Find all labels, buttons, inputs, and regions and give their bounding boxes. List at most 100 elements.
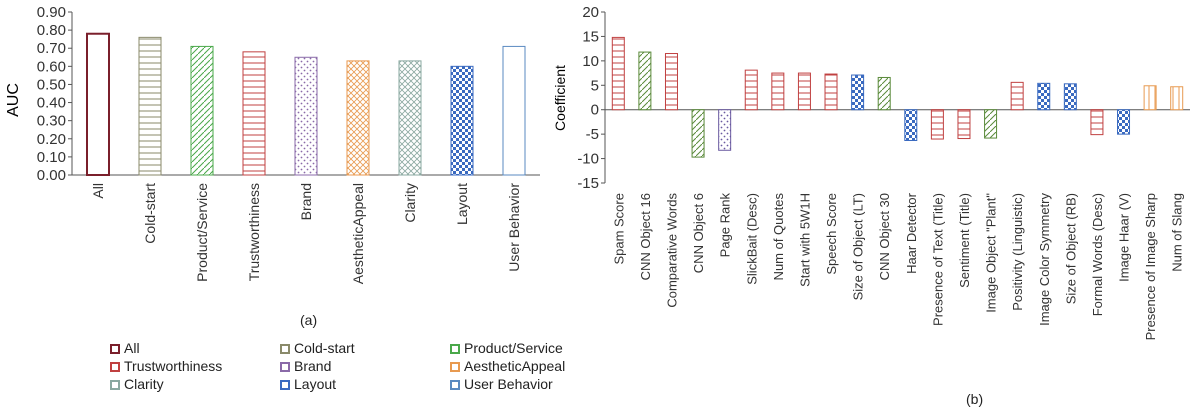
- chart-a-ytick-label: 0.10: [37, 149, 66, 166]
- chart-b-category-label: Page Rank: [718, 193, 733, 258]
- legend-label: AestheticAppeal: [464, 358, 566, 374]
- chart-a-bar: [346, 60, 370, 176]
- legend-swatch: [110, 380, 120, 390]
- chart-a-ytick-label: 0.90: [37, 4, 66, 21]
- chart-a-legend-entry: All: [110, 340, 140, 356]
- chart-b-bar: [824, 73, 838, 111]
- chart-b-category-label: Comparative Words: [664, 193, 679, 308]
- chart-b: Coefficient -15 -10 -5 0 5 10 15 20 Spam Score CN…: [552, 4, 1190, 340]
- chart-a-ytick-label: 0.40: [37, 95, 66, 112]
- legend-label: Brand: [294, 358, 332, 374]
- chart-b-bar: [664, 53, 678, 111]
- chart-b-category-label: Spam Score: [611, 193, 626, 265]
- chart-a-ytick-label: 0.20: [37, 131, 66, 148]
- chart-b-category-label: Num of Slang: [1170, 193, 1185, 272]
- chart-b-category-label: Image Color Symmetry: [1037, 193, 1052, 326]
- chart-b-category-label: Presence of Text (Title): [930, 193, 945, 326]
- chart-a-category-label: User Behavior: [506, 183, 522, 272]
- chart-b-ytick-label: -15: [577, 175, 599, 192]
- chart-a-ytick-label: 0.60: [37, 58, 66, 75]
- legend-swatch: [280, 362, 290, 372]
- chart-a-legend-entry: Product/Service: [450, 340, 563, 356]
- chart-b-category-label: Size of Object (LT): [851, 193, 866, 300]
- legend-swatch: [450, 380, 460, 390]
- chart-a-legend-entry: User Behavior: [450, 376, 553, 392]
- chart-b-category-label: Formal Words (Desc): [1090, 193, 1105, 316]
- chart-b-bar: [984, 109, 998, 139]
- chart-b-category-label: CNN Object 6: [691, 193, 706, 273]
- chart-a-legend-entry: Brand: [280, 358, 331, 374]
- chart-b-category-label: Presence of Image Sharp: [1143, 193, 1158, 340]
- chart-b-bar: [1090, 109, 1104, 136]
- chart-b-ylabel: Coefficient: [552, 65, 568, 131]
- chart-b-bar: [930, 109, 944, 140]
- chart-b-ytick-label: 15: [582, 28, 599, 45]
- legend-label: Trustworthiness: [124, 358, 223, 374]
- chart-a-ytick-label: 0.70: [37, 40, 66, 57]
- chart-a-ytick-label: 0.50: [37, 76, 66, 93]
- chart-b-bar: [691, 109, 705, 158]
- chart-b-bar: [1143, 85, 1157, 111]
- chart-b-ytick-label: 0: [591, 102, 599, 119]
- chart-a-legend-entry: Cold-start: [280, 340, 355, 356]
- legend-swatch: [450, 344, 460, 354]
- chart-a-category-label: AestheticAppeal: [350, 183, 366, 284]
- chart-a-legend-entry: Clarity: [110, 376, 164, 392]
- chart-a-bar: [138, 36, 162, 176]
- legend-label: Cold-start: [294, 340, 355, 356]
- chart-a-legend-entry: Trustworthiness: [110, 358, 222, 374]
- chart-a-bar: [450, 65, 474, 176]
- chart-b-bar: [718, 109, 732, 151]
- chart-a-bar: [502, 45, 526, 176]
- chart-a-category-label: Cold-start: [142, 183, 158, 244]
- chart-a-ytick-label: 0.00: [37, 167, 66, 184]
- chart-b-category-label: Sentiment (Title): [957, 193, 972, 288]
- chart-a-bar: [398, 60, 422, 176]
- chart-b-bar: [1117, 109, 1131, 135]
- chart-b-bar: [744, 69, 758, 111]
- chart-a-category-label: All: [90, 183, 106, 199]
- chart-b-category-label: CNN Object 16: [638, 193, 653, 280]
- chart-b-ytick-label: 5: [591, 77, 599, 94]
- chart-a-legend-entry: AestheticAppeal: [450, 358, 565, 374]
- chart-b-category-label: Haar Detector: [904, 192, 919, 274]
- chart-b-bar: [797, 72, 811, 111]
- legend-swatch: [280, 380, 290, 390]
- legend-swatch: [110, 362, 120, 372]
- chart-a-category-label: Brand: [298, 183, 314, 220]
- chart-b-category-label: Positivity (Linguistic): [1010, 193, 1025, 311]
- chart-b-bar: [1170, 86, 1184, 111]
- legend-swatch: [280, 344, 290, 354]
- chart-b-bar: [611, 36, 625, 111]
- chart-a-category-label: Product/Service: [194, 183, 210, 282]
- chart-a-bar: [242, 51, 266, 176]
- legend-swatch: [110, 344, 120, 354]
- legend-label: All: [124, 340, 140, 356]
- chart-a-category-label: Clarity: [402, 183, 418, 223]
- chart-b-ytick-label: 10: [582, 53, 599, 70]
- legend-label: Clarity: [124, 376, 164, 392]
- chart-b-ytick-label: -5: [586, 126, 599, 143]
- chart-b-category-label: Num of Quotes: [771, 193, 786, 281]
- chart-a-bar: [86, 32, 110, 176]
- chart-a-panel-label: (a): [300, 312, 318, 328]
- chart-b-ytick-label: 20: [582, 4, 599, 21]
- chart-a-category-label: Layout: [454, 183, 470, 225]
- chart-b-category-label: CNN Object 30: [877, 193, 892, 280]
- chart-b-bar: [1037, 82, 1051, 111]
- chart-b-category-label: Image Object "Plant": [984, 193, 999, 313]
- chart-b-bar: [904, 109, 918, 141]
- chart-a-bar: [294, 56, 318, 176]
- chart-b-bar: [877, 76, 891, 111]
- legend-label: Product/Service: [464, 340, 563, 356]
- chart-a-ytick-label: 0.30: [37, 113, 66, 130]
- chart-b-bar: [851, 74, 865, 111]
- chart-b-bar: [957, 109, 971, 140]
- chart-a-category-label: Trustworthiness: [246, 183, 262, 281]
- legend-swatch: [450, 362, 460, 372]
- chart-b-bar: [638, 51, 652, 111]
- chart-a-bar: [190, 45, 214, 176]
- chart-b-category-label: SlickBait (Desc): [744, 193, 759, 285]
- chart-a: AUC 0.000.100.200.300.40 0.500.600.700.80…: [5, 4, 540, 284]
- chart-a-ytick-label: 0.80: [37, 22, 66, 39]
